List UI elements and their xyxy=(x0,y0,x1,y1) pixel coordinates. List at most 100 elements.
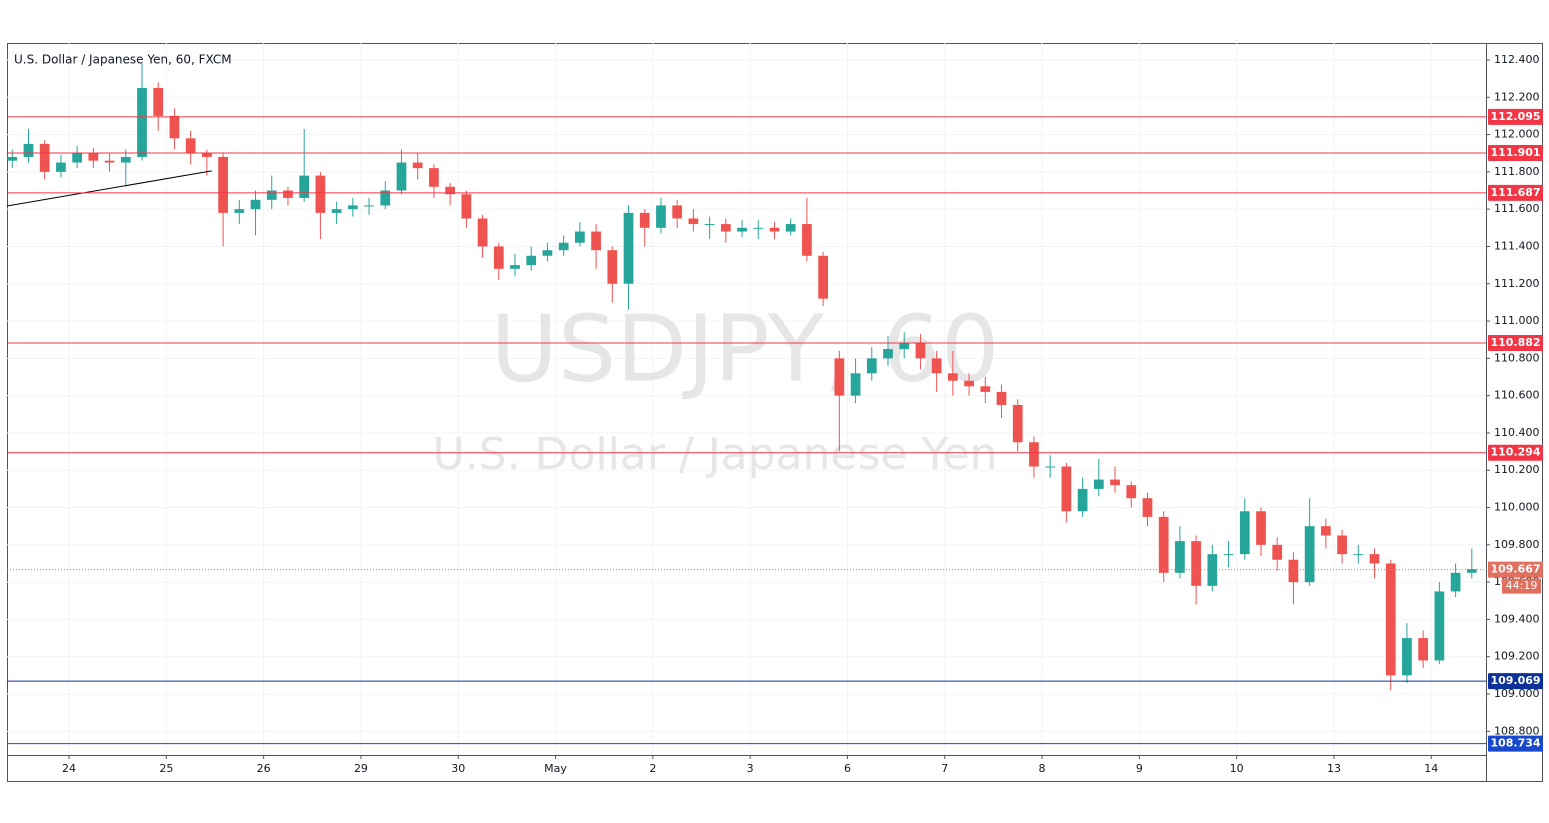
candle-body xyxy=(558,242,569,251)
candle-body xyxy=(704,224,715,226)
candle-body xyxy=(202,153,212,157)
candle-body xyxy=(250,199,261,210)
x-tick-label: 3 xyxy=(747,762,754,775)
x-tick-label: 13 xyxy=(1327,762,1341,775)
candle-body xyxy=(931,358,942,374)
candle-body xyxy=(818,255,828,299)
candle-body xyxy=(964,380,974,387)
level-label-bg xyxy=(1488,735,1543,752)
y-tick-label: 110.600 xyxy=(1494,389,1540,402)
x-tick-label: 24 xyxy=(62,762,76,775)
candle-body xyxy=(639,212,650,228)
x-tick-label: 10 xyxy=(1230,762,1244,775)
x-tick-label: 14 xyxy=(1424,762,1438,775)
candle-body xyxy=(493,246,504,269)
candle-body xyxy=(1272,544,1283,560)
x-tick-label: 25 xyxy=(159,762,173,775)
candle-body xyxy=(899,343,910,350)
candle-body xyxy=(575,231,585,243)
level-label-bg xyxy=(1488,673,1543,690)
y-tick-label: 112.400 xyxy=(1494,53,1540,66)
candle-body xyxy=(396,162,407,191)
candle-body xyxy=(23,143,34,157)
candle-body xyxy=(1385,563,1396,676)
candle-body xyxy=(980,386,991,392)
candle-body xyxy=(1353,554,1364,556)
candle-body xyxy=(72,153,83,163)
candle-body xyxy=(445,186,455,195)
candle-body xyxy=(1029,442,1039,467)
candle-body xyxy=(737,227,747,232)
level-label-bg xyxy=(1488,335,1543,352)
candle-body xyxy=(866,358,877,374)
candle-body xyxy=(1012,404,1023,443)
level-label-bg xyxy=(1488,444,1543,461)
y-tick-label: 112.200 xyxy=(1494,90,1540,103)
last-price-label: 109.667 xyxy=(1490,563,1540,576)
y-tick-label: 111.200 xyxy=(1494,277,1540,290)
candle-body xyxy=(542,250,553,256)
candle-body xyxy=(331,209,342,213)
candle-body xyxy=(39,143,50,172)
candle-body xyxy=(234,209,245,213)
candle-body xyxy=(137,87,147,157)
x-tick-label: 30 xyxy=(451,762,465,775)
candle-body xyxy=(623,212,634,284)
candle-body xyxy=(915,343,926,359)
plot xyxy=(6,63,1486,745)
candle-body xyxy=(1337,535,1347,555)
candle-body xyxy=(607,250,618,284)
candle-body xyxy=(1061,466,1072,512)
candle-body xyxy=(720,224,731,232)
y-tick-label: 111.000 xyxy=(1494,314,1540,327)
candle-body xyxy=(1402,638,1412,676)
candle-body xyxy=(477,218,488,247)
y-tick-label: 111.400 xyxy=(1494,239,1540,252)
candle-body xyxy=(1126,485,1137,499)
candle-body xyxy=(510,265,520,269)
y-tick-label: 109.400 xyxy=(1494,612,1540,625)
candle-body xyxy=(7,156,18,161)
level-label: 110.882 xyxy=(1490,336,1540,349)
x-tick-label: 7 xyxy=(941,762,948,775)
candle-body xyxy=(347,205,358,210)
candle-body xyxy=(1466,569,1477,573)
countdown: 44:19 xyxy=(1506,579,1538,592)
x-tick-label: May xyxy=(544,762,567,775)
candle-body xyxy=(1207,554,1218,586)
candle-body xyxy=(56,162,66,172)
candle-body xyxy=(1239,511,1250,555)
candle-body xyxy=(591,231,601,251)
y-tick-label: 110.000 xyxy=(1494,501,1540,514)
candle-body xyxy=(429,168,439,187)
candle-body xyxy=(1045,466,1056,468)
candle-body xyxy=(785,224,796,232)
y-tick-label: 109.000 xyxy=(1494,687,1540,700)
candle-body xyxy=(1304,526,1315,583)
level-label: 111.687 xyxy=(1490,186,1540,199)
candle-body xyxy=(1077,488,1088,512)
candle-body xyxy=(996,391,1007,405)
candle-body xyxy=(656,205,666,228)
x-tick-label: 6 xyxy=(844,762,851,775)
candle-body xyxy=(1142,498,1153,517)
y-tick-label: 110.800 xyxy=(1494,351,1540,364)
candle-body xyxy=(88,153,99,161)
candle-body xyxy=(364,205,374,207)
candle-body xyxy=(1450,572,1461,592)
candle-body xyxy=(753,227,764,229)
y-tick-label: 108.800 xyxy=(1494,724,1540,737)
candle-body xyxy=(526,255,537,266)
level-label-bg xyxy=(1488,108,1543,125)
candle-body xyxy=(218,156,228,213)
candle-body xyxy=(672,205,683,219)
level-label: 108.734 xyxy=(1490,737,1540,750)
candle-body xyxy=(315,175,326,213)
candle-body xyxy=(169,115,180,139)
candle-body xyxy=(283,190,293,198)
candle-body xyxy=(1175,541,1185,573)
trend-line xyxy=(6,170,212,207)
x-tick-label: 26 xyxy=(257,762,271,775)
candle-body xyxy=(1191,541,1201,586)
